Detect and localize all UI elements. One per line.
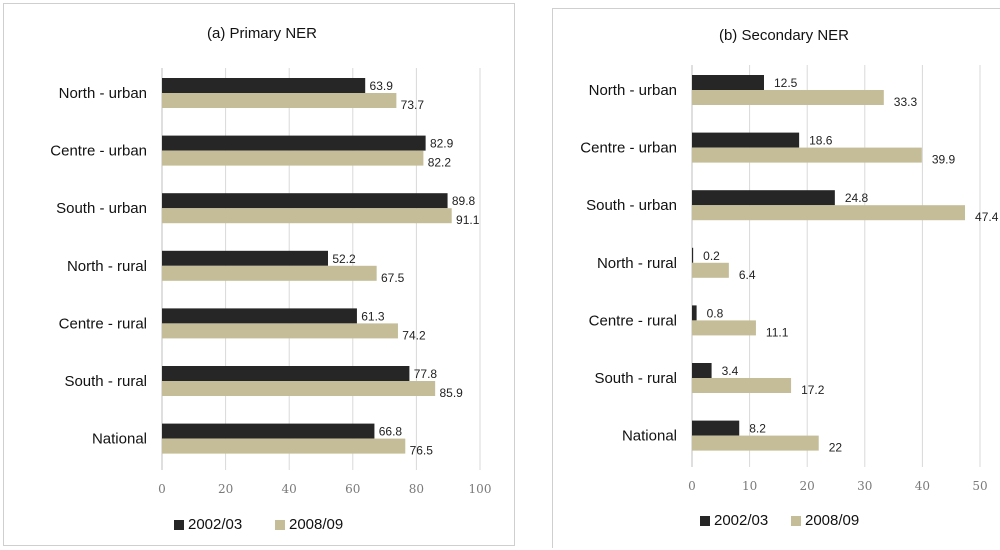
x-tick-label: 10 (742, 479, 757, 493)
bar-series-2008-09 (162, 381, 436, 396)
bar-series-2008-09 (692, 262, 729, 278)
legend-label: 2008/09 (289, 516, 343, 533)
data-label: 61.3 (361, 309, 385, 323)
chart-primary-ner: (a) Primary NER 0 20 40 60 80 100 North - urban… (50, 25, 492, 533)
bar-series-2008-09 (162, 208, 452, 224)
bar-series-2008-09 (162, 323, 398, 339)
bar-series-2002-03 (162, 193, 448, 209)
bar-series-2002-03 (692, 190, 835, 206)
category-label: North - urban (589, 82, 677, 99)
category-label: North - rural (597, 255, 677, 272)
bar-series-2008-09 (692, 205, 966, 221)
chart-title: (a) Primary NER (207, 25, 317, 42)
category-label: Centre - urban (50, 143, 147, 160)
category-label: Centre - rural (589, 312, 677, 329)
x-tick-label: 100 (469, 482, 492, 496)
bar-series-2002-03 (162, 366, 410, 381)
x-tick-label: 50 (972, 479, 987, 493)
x-tick-label: 20 (800, 479, 815, 493)
bar-series-2002-03 (162, 78, 366, 93)
category-label: South - urban (56, 200, 147, 217)
chart-title: (b) Secondary NER (719, 27, 849, 44)
category-label: South - rural (64, 373, 147, 390)
data-label: 6.4 (739, 268, 756, 282)
bar-series-2008-09 (692, 90, 884, 105)
data-label: 0.8 (707, 306, 724, 320)
category-label: South - urban (586, 197, 677, 214)
x-tick-label: 20 (218, 482, 233, 496)
data-label: 0.2 (703, 249, 720, 263)
data-label: 66.8 (379, 425, 403, 439)
data-label: 82.9 (430, 137, 454, 151)
bar-series-2002-03 (692, 420, 740, 436)
legend-swatch (275, 520, 285, 530)
bar-series-2008-09 (162, 265, 377, 281)
bar-series-2002-03 (692, 247, 694, 263)
data-label: 74.2 (402, 328, 426, 342)
data-label: 33.3 (894, 95, 918, 109)
category-label: North - urban (59, 85, 147, 102)
bar-series-2008-09 (162, 438, 406, 454)
data-label: 82.2 (428, 156, 452, 170)
legend-swatch (700, 516, 710, 526)
data-label: 11.1 (766, 325, 789, 339)
bar-series-2002-03 (162, 250, 328, 266)
data-label: 3.4 (722, 364, 739, 378)
data-label: 8.2 (749, 422, 766, 436)
bar-series-2008-09 (162, 93, 397, 108)
x-tick-label: 80 (409, 482, 424, 496)
bar-series-2008-09 (692, 435, 819, 451)
data-label: 76.5 (410, 444, 434, 458)
bar-series-2002-03 (692, 363, 712, 378)
bar-series-2002-03 (162, 308, 357, 324)
x-tick-label: 0 (688, 479, 696, 493)
chart-panel-secondary: (b) Secondary NER 0 10 20 30 40 50 North - urba… (552, 8, 1000, 548)
bar-series-2002-03 (162, 135, 426, 151)
bar-series-2008-09 (162, 150, 424, 166)
bar-series-2002-03 (162, 423, 375, 439)
legend-swatch (174, 520, 184, 530)
legend-label: 2002/03 (714, 512, 768, 529)
data-label: 39.9 (932, 153, 956, 167)
data-label: 24.8 (845, 191, 869, 205)
data-label: 91.1 (456, 213, 480, 227)
data-label: 17.2 (801, 383, 825, 397)
data-label: 12.5 (774, 76, 798, 90)
x-tick-label: 0 (158, 482, 166, 496)
data-label: 47.4 (975, 210, 999, 224)
legend-label: 2002/03 (188, 516, 242, 533)
data-label: 73.7 (401, 98, 425, 112)
category-label: South - rural (594, 370, 677, 387)
bar-series-2002-03 (692, 75, 764, 90)
x-tick-label: 60 (345, 482, 360, 496)
category-label: National (622, 428, 677, 445)
data-label: 52.2 (332, 252, 356, 266)
bar-series-2002-03 (692, 132, 800, 148)
data-label: 89.8 (452, 194, 476, 208)
bar-series-2008-09 (692, 378, 792, 393)
chart-secondary-ner: (b) Secondary NER 0 10 20 30 40 50 North - urba… (580, 27, 999, 529)
category-label: Centre - rural (59, 315, 147, 332)
data-label: 85.9 (439, 386, 463, 400)
x-tick-label: 40 (282, 482, 297, 496)
data-label: 67.5 (381, 271, 405, 285)
chart-panel-primary: (a) Primary NER 0 20 40 60 80 100 North - urban… (3, 3, 515, 546)
category-label: North - rural (67, 258, 147, 275)
data-label: 18.6 (809, 134, 833, 148)
x-tick-label: 40 (915, 479, 930, 493)
category-label: Centre - urban (580, 140, 677, 157)
bar-series-2008-09 (692, 320, 756, 336)
bar-series-2008-09 (692, 147, 922, 163)
legend-label: 2008/09 (805, 512, 859, 529)
category-label: National (92, 431, 147, 448)
data-label: 22 (829, 441, 843, 455)
data-label: 63.9 (370, 79, 394, 93)
legend-swatch (791, 516, 801, 526)
data-label: 77.8 (414, 367, 438, 381)
bar-series-2002-03 (692, 305, 697, 321)
x-tick-label: 30 (857, 479, 872, 493)
